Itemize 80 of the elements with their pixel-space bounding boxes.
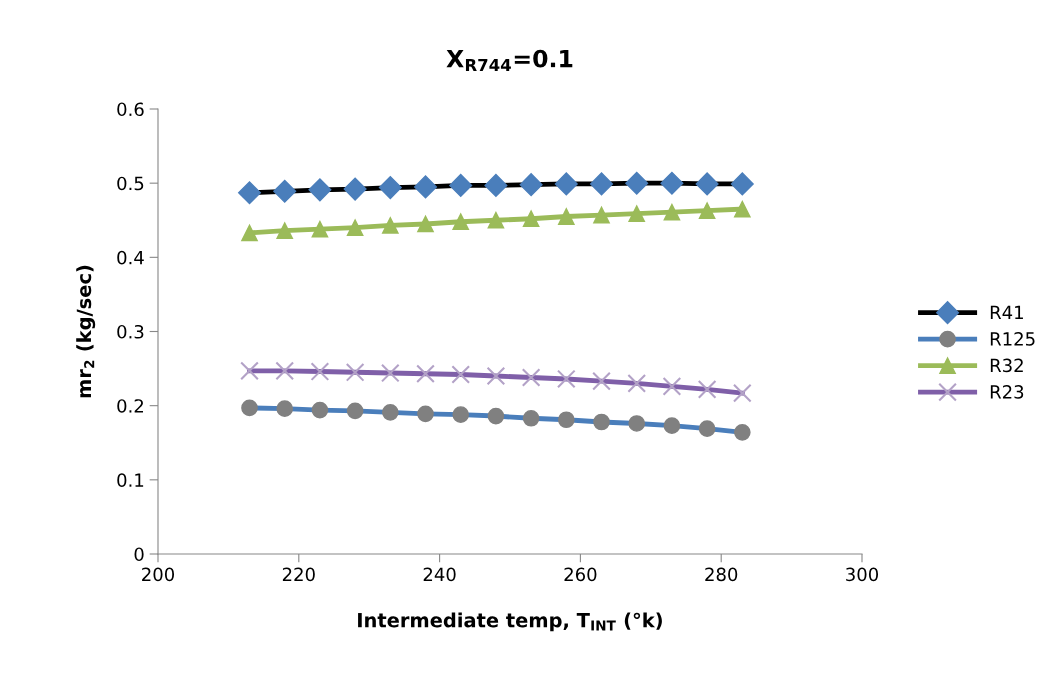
point (416, 364, 435, 384)
point (522, 409, 540, 427)
point (698, 202, 716, 219)
point (730, 172, 754, 196)
y-tick-label: 0.5 (117, 176, 144, 191)
point (521, 368, 541, 387)
y-axis-title: mr$_{2}$ (kg/sec) (76, 265, 96, 398)
point (625, 171, 649, 195)
point (628, 205, 646, 222)
point (310, 362, 330, 381)
x-tick-label: 260 (564, 567, 597, 582)
legend-label: R125 (990, 332, 1035, 346)
point (554, 172, 578, 196)
point (241, 399, 258, 417)
point (343, 177, 367, 201)
x-tick-label: 200 (142, 567, 175, 582)
point (522, 210, 540, 228)
legend-label: R23 (990, 385, 1024, 399)
point (381, 217, 399, 234)
point (417, 215, 434, 233)
point (733, 200, 751, 218)
point (695, 172, 719, 196)
x-tick-label: 240 (423, 567, 456, 582)
point (592, 371, 611, 391)
point (660, 171, 684, 195)
point (346, 219, 364, 237)
point (487, 407, 505, 425)
point (238, 181, 262, 205)
point (732, 383, 752, 403)
point (733, 424, 751, 441)
y-tick-label: 0.1 (117, 473, 144, 487)
x-tick-label: 300 (846, 567, 879, 582)
point (452, 213, 470, 231)
y-tick-label: 0.4 (117, 250, 144, 265)
point (346, 402, 364, 420)
point (308, 178, 332, 202)
chart-title: X$_{R744}$=0.1 (446, 49, 573, 72)
point (556, 369, 576, 389)
point (593, 413, 610, 431)
point (378, 176, 402, 200)
point (345, 362, 365, 382)
point (593, 206, 610, 224)
point (627, 374, 647, 393)
point (590, 172, 614, 196)
point (380, 363, 400, 383)
point (487, 211, 505, 229)
point (240, 361, 259, 381)
point (451, 365, 471, 384)
y-tick-label: 0 (134, 547, 144, 562)
point (484, 173, 508, 197)
point (519, 173, 543, 197)
point (275, 361, 295, 381)
point (452, 406, 470, 423)
x-tick-label: 280 (705, 567, 738, 582)
point (628, 415, 646, 432)
point (557, 208, 575, 225)
point (381, 404, 399, 421)
point (276, 222, 294, 239)
point (276, 400, 294, 417)
point (662, 377, 682, 396)
point (417, 405, 434, 423)
point (486, 366, 506, 386)
y-tick-label: 0.2 (117, 399, 143, 413)
point (273, 179, 297, 203)
point (557, 411, 575, 429)
point (311, 401, 329, 419)
point (241, 224, 258, 242)
y-tick-label: 0.6 (117, 102, 144, 117)
point (311, 220, 329, 238)
y-tick-label: 0.3 (117, 324, 144, 339)
point (663, 203, 681, 221)
point (414, 175, 438, 199)
point (663, 417, 681, 435)
point (698, 420, 716, 437)
x-tick-label: 220 (282, 567, 315, 582)
point (697, 379, 717, 399)
x-axis-title: Intermediate temp, T$_{INT}$ (°k) (358, 612, 662, 632)
legend-label: R32 (990, 358, 1023, 373)
point (449, 173, 473, 197)
legend-label: R41 (990, 305, 1023, 319)
